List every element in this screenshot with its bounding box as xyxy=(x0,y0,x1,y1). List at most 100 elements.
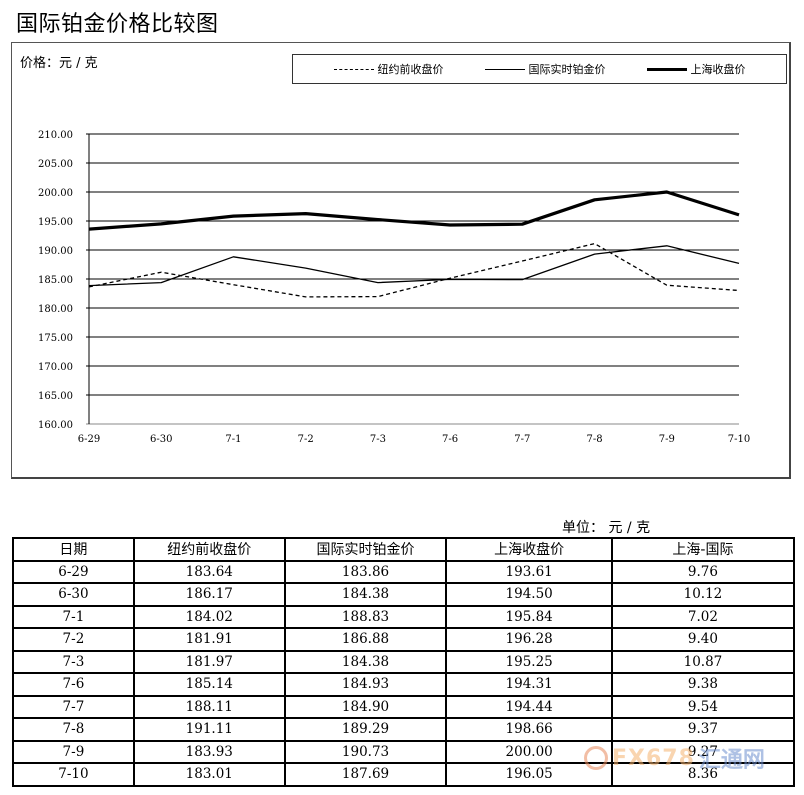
y-tick-label: 180.00 xyxy=(38,304,73,315)
series-intl-spot-line xyxy=(88,245,740,287)
cell-ny-close: 181.97 xyxy=(132,649,286,674)
y-tick-label: 165.00 xyxy=(38,391,73,402)
cell-ny-close: 181.91 xyxy=(132,627,286,652)
y-tick-label: 160.00 xyxy=(38,420,73,431)
cell-ny-close: 184.02 xyxy=(132,604,286,629)
cell-ny-close: 191.11 xyxy=(132,717,286,742)
line-chart-plot: 210.00 205.00 200.00 195.00 190.00 185.00 180.… xyxy=(38,130,750,445)
x-tick-label: 6-30 xyxy=(150,434,172,445)
cell-date: 7-7 xyxy=(12,694,135,719)
cell-date: 7-10 xyxy=(12,762,135,787)
cell-intl-spot: 188.83 xyxy=(283,604,448,629)
cell-ny-close: 185.14 xyxy=(132,672,286,697)
header-intl-spot: 国际实时铂金价 xyxy=(283,537,448,562)
table-row: 7-8 191.11 189.29 198.66 9.37 xyxy=(12,717,796,742)
table-row: 7-6 185.14 184.93 194.31 9.38 xyxy=(12,672,796,697)
cell-spread: 9.76 xyxy=(610,559,796,584)
y-tick-label: 205.00 xyxy=(38,159,73,170)
cell-ny-close: 183.93 xyxy=(132,739,286,764)
cell-intl-spot: 189.29 xyxy=(283,717,448,742)
cell-shanghai-close: 194.31 xyxy=(445,672,613,697)
chart-frame xyxy=(11,42,791,479)
cell-intl-spot: 187.69 xyxy=(283,762,448,787)
thick-line-icon xyxy=(646,67,687,71)
x-tick-label: 7-7 xyxy=(514,434,530,445)
cell-spread: 9.54 xyxy=(610,694,796,719)
x-tick-label: 7-6 xyxy=(442,434,458,445)
cell-intl-spot: 184.38 xyxy=(283,649,448,674)
header-shanghai-close: 上海收盘价 xyxy=(445,537,613,562)
chart-legend: 纽约前收盘价 国际实时铂金价 上海收盘价 xyxy=(292,54,787,84)
cell-date: 7-3 xyxy=(12,649,135,674)
y-tick-label: 190.00 xyxy=(38,246,73,257)
cell-ny-close: 186.17 xyxy=(132,582,286,607)
series-ny-close-line xyxy=(88,242,740,298)
cell-shanghai-close: 195.84 xyxy=(445,604,613,629)
legend-item-intl-spot: 国际实时铂金价 xyxy=(484,61,606,77)
table-row: 7-1 184.02 188.83 195.84 7.02 xyxy=(12,604,796,629)
cell-ny-close: 183.01 xyxy=(132,762,286,787)
dashed-line-icon xyxy=(333,68,374,70)
legend-item-ny-close: 纽约前收盘价 xyxy=(333,61,444,77)
table-unit-label: 单位： 元 / 克 xyxy=(562,520,651,536)
x-tick-label: 7-2 xyxy=(298,434,314,445)
y-tick-label: 200.00 xyxy=(38,188,73,199)
cell-spread: 10.87 xyxy=(610,649,796,674)
x-tick-label: 6-29 xyxy=(78,434,100,445)
cell-date: 7-8 xyxy=(12,717,135,742)
cell-ny-close: 188.11 xyxy=(132,694,286,719)
y-tick-label: 170.00 xyxy=(38,362,73,373)
table-row: 7-7 188.11 184.90 194.44 9.54 xyxy=(12,694,796,719)
cell-shanghai-close: 193.61 xyxy=(445,559,613,584)
series-shanghai-close-line xyxy=(88,190,740,231)
y-tick-label: 175.00 xyxy=(38,333,73,344)
cell-shanghai-close: 194.50 xyxy=(445,582,613,607)
cell-shanghai-close: 194.44 xyxy=(445,694,613,719)
cell-shanghai-close: 196.05 xyxy=(445,762,613,787)
cell-intl-spot: 183.86 xyxy=(283,559,448,584)
header-ny-close: 纽约前收盘价 xyxy=(132,537,286,562)
x-tick-label: 7-1 xyxy=(225,434,241,445)
cell-date: 7-2 xyxy=(12,627,135,652)
page-title: 国际铂金价格比较图 xyxy=(16,12,219,37)
x-tick-label: 7-8 xyxy=(587,434,603,445)
cell-spread: 9.38 xyxy=(610,672,796,697)
header-spread: 上海-国际 xyxy=(610,537,796,562)
legend-label: 国际实时铂金价 xyxy=(528,63,606,76)
x-tick-label: 7-3 xyxy=(370,434,386,445)
y-tick-label: 185.00 xyxy=(38,275,73,286)
cell-intl-spot: 184.90 xyxy=(283,694,448,719)
thin-line-icon xyxy=(484,68,525,70)
table-row: 7-10 183.01 187.69 196.05 8.36 xyxy=(12,762,796,787)
x-tick-label: 7-9 xyxy=(659,434,675,445)
cell-ny-close: 183.64 xyxy=(132,559,286,584)
table-row: 7-3 181.97 184.38 195.25 10.87 xyxy=(12,649,796,674)
cell-spread: 9.40 xyxy=(610,627,796,652)
cell-spread: 10.12 xyxy=(610,582,796,607)
legend-item-shanghai-close: 上海收盘价 xyxy=(646,61,746,77)
table-header-row: 日期 纽约前收盘价 国际实时铂金价 上海收盘价 上海-国际 xyxy=(12,537,796,562)
header-date: 日期 xyxy=(12,537,135,562)
cell-spread: 9.27 xyxy=(610,739,796,764)
chart-unit-label: 价格：元 / 克 xyxy=(20,56,98,71)
cell-date: 7-9 xyxy=(12,739,135,764)
cell-intl-spot: 190.73 xyxy=(283,739,448,764)
table-row: 6-29 183.64 183.86 193.61 9.76 xyxy=(12,559,796,584)
cell-shanghai-close: 200.00 xyxy=(445,739,613,764)
cell-shanghai-close: 195.25 xyxy=(445,649,613,674)
cell-date: 7-6 xyxy=(12,672,135,697)
price-table: 日期 纽约前收盘价 国际实时铂金价 上海收盘价 上海-国际 6-29 183.64… xyxy=(12,537,796,787)
cell-date: 7-1 xyxy=(12,604,135,629)
table-row: 6-30 186.17 184.38 194.50 10.12 xyxy=(12,582,796,607)
cell-date: 6-29 xyxy=(12,559,135,584)
table-row: 7-2 181.91 186.88 196.28 9.40 xyxy=(12,627,796,652)
cell-shanghai-close: 198.66 xyxy=(445,717,613,742)
cell-spread: 8.36 xyxy=(610,762,796,787)
cell-intl-spot: 186.88 xyxy=(283,627,448,652)
legend-label: 纽约前收盘价 xyxy=(377,63,444,76)
cell-spread: 7.02 xyxy=(610,604,796,629)
cell-shanghai-close: 196.28 xyxy=(445,627,613,652)
cell-intl-spot: 184.93 xyxy=(283,672,448,697)
cell-intl-spot: 184.38 xyxy=(283,582,448,607)
cell-date: 6-30 xyxy=(12,582,135,607)
